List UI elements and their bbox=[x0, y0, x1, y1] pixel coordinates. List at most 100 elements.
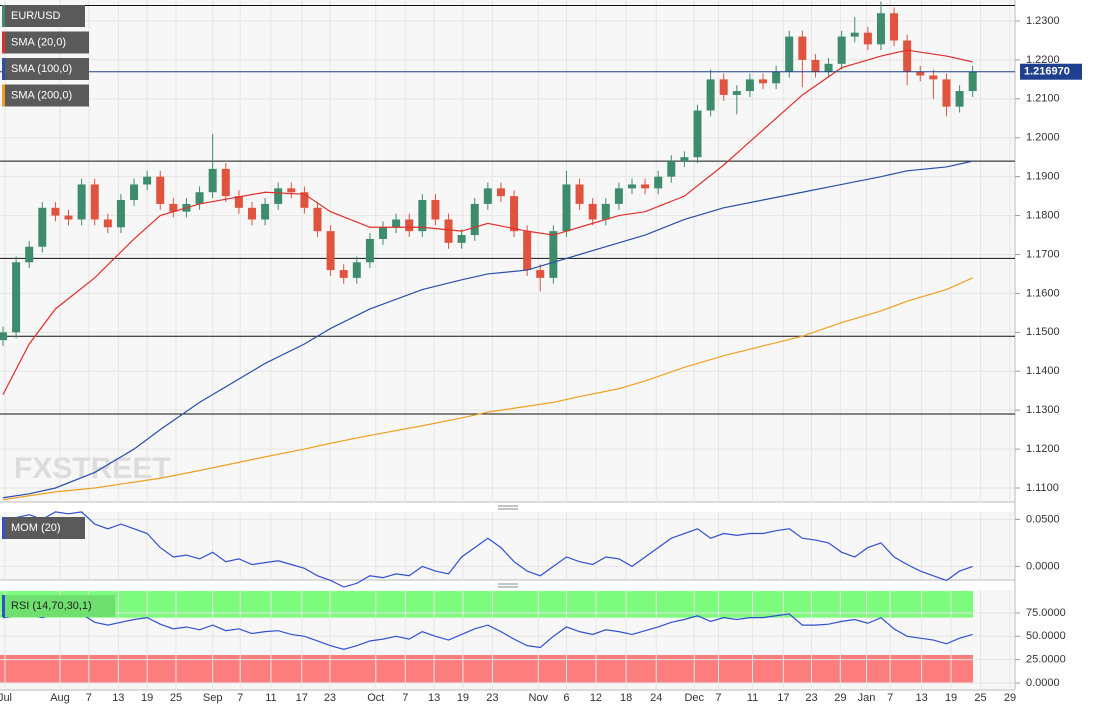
y-tick-label: 1.1800 bbox=[1026, 209, 1060, 221]
candle-body bbox=[562, 184, 571, 232]
candle-body bbox=[339, 270, 348, 278]
candle-body bbox=[64, 215, 73, 220]
y-tick-label: 1.1900 bbox=[1026, 171, 1060, 183]
legend-swatch bbox=[2, 517, 5, 539]
x-tick-label: 11 bbox=[747, 692, 758, 704]
splitter[interactable] bbox=[498, 505, 518, 510]
candle-body bbox=[221, 168, 230, 197]
candle-body bbox=[510, 196, 519, 232]
legend-swatch bbox=[2, 84, 5, 107]
candle-body bbox=[379, 227, 388, 239]
legend-label: SMA (20,0) bbox=[11, 36, 66, 48]
candle-body bbox=[169, 203, 178, 212]
candle-body bbox=[601, 203, 610, 220]
candle-body bbox=[470, 203, 479, 236]
x-tick-label: Sep bbox=[203, 692, 223, 704]
series-line bbox=[2, 511, 973, 588]
y-tick-label: 50.0000 bbox=[1026, 630, 1066, 642]
legend-swatch bbox=[2, 5, 5, 27]
candle-body bbox=[706, 79, 715, 111]
series-line bbox=[2, 277, 973, 501]
x-tick-label: 13 bbox=[428, 692, 440, 704]
x-tick-label: Jan bbox=[858, 692, 876, 704]
x-tick-label: 23 bbox=[324, 692, 336, 704]
x-tick-label: 13 bbox=[915, 692, 927, 704]
x-tick-label: Dec bbox=[684, 692, 704, 704]
candle-body bbox=[549, 231, 558, 278]
candle-body bbox=[968, 71, 977, 92]
candle-body bbox=[25, 246, 34, 263]
legend-label: SMA (200,0) bbox=[11, 89, 72, 101]
candle-body bbox=[326, 231, 335, 271]
x-tick-label: 7 bbox=[887, 692, 893, 704]
candle-body bbox=[759, 79, 768, 84]
legend-swatch bbox=[2, 595, 5, 617]
candle-body bbox=[863, 32, 872, 45]
y-tick-label: 1.2000 bbox=[1026, 132, 1060, 144]
x-tick-label: 18 bbox=[620, 692, 632, 704]
x-tick-label: 25 bbox=[170, 692, 182, 704]
candle-body bbox=[457, 235, 466, 243]
legend-label: EUR/USD bbox=[11, 10, 61, 22]
series-line bbox=[2, 49, 973, 395]
candle-body bbox=[90, 184, 99, 220]
legend-box bbox=[2, 84, 89, 107]
candle-body bbox=[588, 203, 597, 220]
candle-body bbox=[536, 270, 545, 278]
candle-body bbox=[287, 188, 296, 193]
candle-body bbox=[850, 32, 859, 37]
candle-body bbox=[38, 207, 47, 247]
x-tick-label: 17 bbox=[777, 692, 789, 704]
candle-body bbox=[405, 219, 414, 232]
candle-body bbox=[811, 59, 820, 72]
x-tick-label: 7 bbox=[715, 692, 721, 704]
candle-body bbox=[444, 219, 453, 243]
candle-body bbox=[575, 184, 584, 204]
candle-body bbox=[143, 176, 152, 185]
x-tick-label: 12 bbox=[590, 692, 602, 704]
x-tick-label: Oct bbox=[367, 692, 384, 704]
candle-body bbox=[247, 207, 256, 220]
x-tick-label: 29 bbox=[834, 692, 846, 704]
candle-body bbox=[627, 184, 636, 189]
x-tick-label: 19 bbox=[457, 692, 469, 704]
candle-body bbox=[955, 91, 964, 107]
x-tick-label: 23 bbox=[486, 692, 498, 704]
candle-body bbox=[103, 219, 112, 228]
y-tick-label: 1.1400 bbox=[1026, 365, 1060, 377]
candle-body bbox=[418, 200, 427, 232]
splitter[interactable] bbox=[498, 583, 518, 588]
candle-body bbox=[313, 207, 322, 232]
y-tick-label: 0.0000 bbox=[1026, 677, 1060, 689]
y-tick-label: 1.1700 bbox=[1026, 248, 1060, 260]
watermark: FXSTREET bbox=[14, 452, 171, 485]
candle-body bbox=[798, 36, 807, 60]
y-tick-label: 1.2200 bbox=[1026, 54, 1060, 66]
y-tick-label: 25.0000 bbox=[1026, 654, 1066, 666]
candle-body bbox=[772, 71, 781, 84]
candle-body bbox=[785, 36, 794, 72]
x-tick-label: Aug bbox=[50, 692, 70, 704]
candle-body bbox=[483, 188, 492, 204]
candle-body bbox=[929, 75, 938, 80]
x-tick-label: Nov bbox=[529, 692, 549, 704]
candle-body bbox=[431, 200, 440, 220]
x-tick-label: 19 bbox=[141, 692, 153, 704]
legend-label: SMA (100,0) bbox=[11, 63, 72, 75]
y-tick-label: 75.0000 bbox=[1026, 607, 1066, 619]
candle-body bbox=[208, 168, 217, 193]
x-tick-label: 7 bbox=[86, 692, 92, 704]
series-line bbox=[2, 160, 973, 499]
candle-body bbox=[365, 238, 374, 263]
x-tick-label: Jul bbox=[0, 692, 12, 704]
candle-body bbox=[523, 231, 532, 271]
legend-swatch bbox=[2, 31, 5, 54]
overbought-band bbox=[0, 591, 973, 618]
candle-body bbox=[719, 79, 728, 95]
legend-label: MOM (20) bbox=[11, 522, 61, 534]
candle-body bbox=[916, 71, 925, 76]
x-tick-label: 17 bbox=[296, 692, 308, 704]
candle-body bbox=[261, 203, 270, 220]
candle-body bbox=[837, 36, 846, 64]
